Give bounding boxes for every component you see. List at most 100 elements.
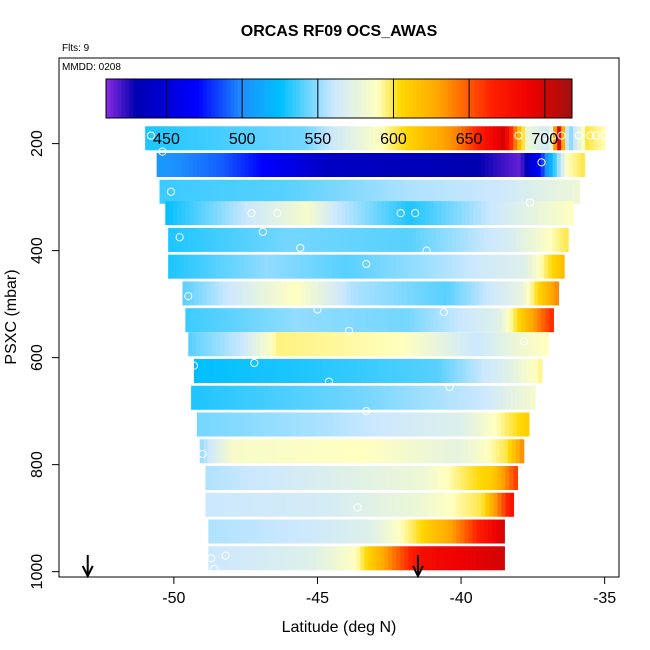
heatmap-cell — [516, 254, 521, 279]
heatmap-cell — [416, 519, 421, 544]
sample-point — [600, 131, 609, 140]
heatmap-cell — [564, 153, 570, 178]
heatmap-cell — [389, 492, 395, 517]
heatmap-cell — [496, 227, 501, 252]
heatmap-cell — [304, 519, 309, 544]
heatmap-cell — [368, 412, 374, 437]
heatmap-cell — [452, 546, 457, 571]
heatmap-cell — [409, 466, 415, 491]
heatmap-cell — [500, 332, 505, 357]
heatmap-cell — [325, 308, 330, 333]
heatmap-cell — [425, 492, 431, 517]
sample-point — [362, 407, 371, 416]
heatmap-cell — [552, 153, 558, 178]
heatmap-cell — [179, 179, 185, 204]
heatmap-cell — [253, 359, 259, 384]
heatmap-cell — [436, 227, 441, 252]
heatmap-cell — [360, 519, 365, 544]
heatmap-cell — [521, 359, 527, 384]
heatmap-cell — [266, 281, 272, 306]
heatmap-cell — [440, 254, 445, 279]
heatmap-cell — [228, 254, 233, 279]
heatmap-cell — [500, 153, 506, 178]
heatmap-cell — [465, 466, 471, 491]
heatmap-cell — [448, 332, 453, 357]
heatmap-cell — [401, 201, 406, 226]
heatmap-cell — [324, 254, 329, 279]
sample-points — [146, 131, 609, 579]
heatmap-cell — [308, 227, 313, 252]
heatmap-cell — [449, 201, 454, 226]
heatmap-cell — [240, 332, 245, 357]
heatmap-cell — [530, 281, 536, 306]
heatmap-cell — [384, 254, 389, 279]
heatmap-cell — [332, 519, 337, 544]
heatmap-cell — [320, 332, 325, 357]
heatmap-cell — [420, 153, 426, 178]
heatmap-cell — [397, 492, 403, 517]
heatmap-cell — [221, 308, 226, 333]
colorbar-segment — [381, 79, 387, 118]
heatmap-cell — [550, 281, 556, 306]
heatmap-cell — [213, 201, 218, 226]
heatmap-cell — [224, 227, 229, 252]
heatmap-cell — [460, 519, 465, 544]
heatmap-cell — [249, 126, 254, 151]
heatmap-cell — [245, 466, 251, 491]
heatmap-cell — [292, 412, 298, 437]
heatmap-cell — [272, 153, 278, 178]
heatmap-cell — [188, 153, 194, 178]
heatmap-cell — [477, 201, 482, 226]
sample-point — [520, 337, 529, 346]
heatmap-cell — [409, 492, 415, 517]
heatmap-cell — [548, 227, 553, 252]
heatmap-cell — [153, 126, 158, 151]
heatmap-cell — [240, 153, 246, 178]
heatmap-cell — [327, 179, 333, 204]
colorbar-segment — [490, 79, 495, 118]
heatmap-cell — [457, 308, 462, 333]
heatmap-cell — [516, 412, 522, 437]
heatmap-cell — [413, 466, 419, 491]
heatmap-cell — [444, 332, 449, 357]
colorbar-segment — [241, 79, 247, 118]
heatmap-cell — [489, 466, 495, 491]
heatmap-cell — [440, 332, 445, 357]
heatmap-cell — [216, 332, 221, 357]
heatmap-cell — [196, 254, 201, 279]
heatmap-cell — [384, 412, 390, 437]
heatmap-cell — [532, 153, 538, 178]
heatmap-cell — [498, 281, 504, 306]
colorbar-segment — [432, 79, 437, 118]
heatmap-cell — [292, 153, 298, 178]
heatmap-cell — [304, 546, 309, 571]
heatmap-cell — [401, 126, 406, 151]
heatmap-cell — [316, 254, 321, 279]
heatmap-cell — [497, 126, 502, 151]
colorbar-segment — [339, 79, 344, 118]
heatmap-cell — [276, 546, 281, 571]
colorbar-segment — [486, 79, 491, 118]
heatmap-cell — [261, 308, 266, 333]
heatmap-cell — [460, 332, 465, 357]
sample-point — [439, 308, 448, 317]
heatmap-cell — [320, 412, 326, 437]
heatmap-cell — [328, 153, 334, 178]
sample-point — [514, 131, 523, 140]
heatmap-cell — [161, 126, 166, 151]
heatmap-cell — [303, 439, 309, 464]
heatmap-cell — [241, 466, 247, 491]
heatmap-cell — [361, 359, 367, 384]
heatmap-cell — [296, 546, 301, 571]
heatmap-cell — [239, 179, 245, 204]
heatmap-cell — [361, 492, 367, 517]
colorbar-segment — [257, 79, 262, 118]
colorbar-segment — [556, 79, 561, 118]
heatmap-cell — [367, 385, 372, 410]
heatmap-cell — [412, 546, 417, 571]
heatmap-cell — [339, 385, 344, 410]
heatmap-cell — [229, 359, 235, 384]
heatmap-cell — [305, 201, 310, 226]
x-tick-label: -35 — [593, 590, 616, 607]
heatmap-cell — [248, 412, 254, 437]
